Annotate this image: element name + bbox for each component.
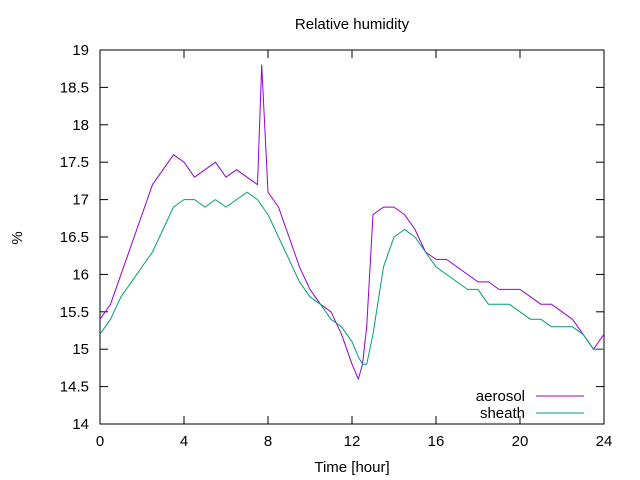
plot-frame [99, 49, 605, 425]
y-tick-label: 14 [72, 416, 89, 433]
x-axis-label: Time [hour] [314, 459, 389, 476]
x-tick-label: 24 [596, 433, 613, 450]
y-tick-label: 16.5 [60, 229, 89, 246]
legend-label-sheath: sheath [480, 405, 525, 422]
x-tick-label: 4 [180, 433, 188, 450]
y-tick-label: 17.5 [60, 154, 89, 171]
y-tick-label: 16 [72, 266, 89, 283]
series-line-aerosol [99, 64, 605, 380]
y-tick-label: 19 [72, 42, 89, 59]
legend-label-aerosol: aerosol [476, 388, 525, 405]
x-tick-label: 12 [344, 433, 361, 450]
y-tick-label: 14.5 [60, 379, 89, 396]
y-axis-label: % [9, 231, 26, 244]
y-tick-label: 18 [72, 117, 89, 134]
series-layer [99, 64, 605, 380]
y-axis-ticks: 14 14.5 15 15.5 16 16.5 17 17.5 18 18.5 19 [60, 42, 604, 433]
y-tick-label: 15.5 [60, 304, 89, 321]
y-tick-label: 17 [72, 192, 89, 209]
x-tick-label: 16 [428, 433, 445, 450]
series-line-sheath [99, 191, 604, 365]
y-tick-label: 15 [72, 341, 89, 358]
x-tick-label: 0 [96, 433, 104, 450]
y-tick-label: 18.5 [60, 79, 89, 96]
x-tick-label: 8 [264, 433, 272, 450]
x-axis-ticks: 0 4 8 12 16 20 24 [96, 50, 613, 450]
x-tick-label: 20 [512, 433, 529, 450]
chart-title: Relative humidity [295, 16, 410, 33]
